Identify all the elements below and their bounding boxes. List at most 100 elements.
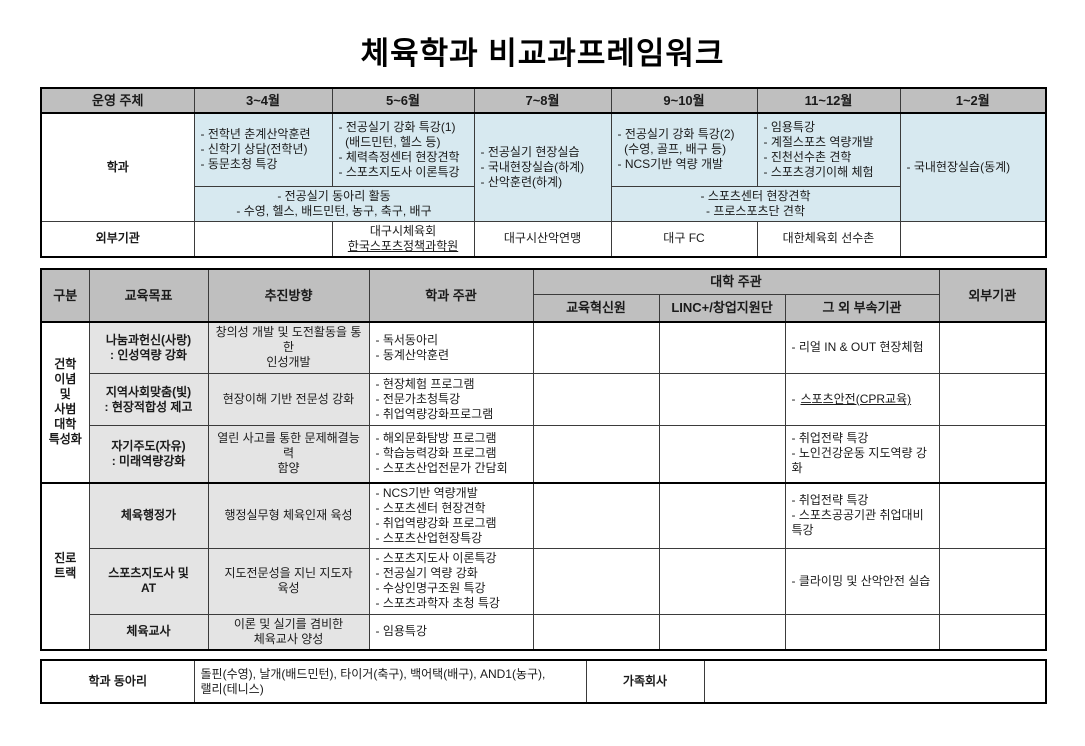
- dept-activities-jan-feb: - 국내현장실습(동계): [899, 112, 1047, 222]
- page-title: 체육학과 비교과프레임워크: [360, 36, 725, 71]
- dept-activities-nov-dec: - 임용특강 - 계절스포츠 역량개발 - 진천선수촌 견학 - 스포츠경기이해…: [756, 112, 901, 187]
- direction-cell-4: 행정실무형 체육인재 육성: [207, 481, 370, 549]
- schedule-table: 운영 주체 3~4월 5~6월 7~8월 9~10월 11~12월 1~2월 학…: [40, 87, 1047, 258]
- innovation-cell-5: [532, 547, 660, 615]
- framework-row-1: 건학 이념 및 사범 대학 특성화 나눔과헌신(사랑) : 인성역량 강화 창의…: [40, 321, 1047, 483]
- direction-cell-3: 열린 사고를 통한 문제해결능력 함양: [207, 425, 370, 483]
- linc-cell-6: [658, 613, 786, 651]
- header-linc: LINC+/창업지원단: [658, 294, 786, 323]
- family-company-label: 가족회사: [585, 659, 705, 704]
- innovation-cell-2: [532, 373, 660, 426]
- innovation-cell-3: [532, 425, 660, 483]
- dept-subrow: - 전공실기 동아리 활동 - 수영, 헬스, 배드민턴, 농구, 축구, 배구…: [41, 185, 1046, 222]
- group-label-career: 진로 트랙: [40, 481, 90, 651]
- clubs-table: 학과 동아리 돌핀(수영), 날개(배드민턴), 타이거(축구), 백어택(배구…: [40, 659, 1047, 704]
- bullet-dash: -: [791, 392, 796, 406]
- external-cell-5: [938, 547, 1047, 615]
- affiliate-programs-cell-3: - 취업전략 특강 - 노인건강운동 지도역량 강화: [784, 425, 940, 483]
- dept-programs-cell-6: - 임용특강: [368, 613, 534, 651]
- framework-row-3: 자기주도(자유) : 미래역량강화 열린 사고를 통한 문제해결능력 함양 - …: [41, 425, 1047, 483]
- dept-activities-jul-aug: - 전공실기 현장실습 - 국내현장실습(하계) - 산악훈련(하계): [473, 112, 612, 222]
- clubs-list: 돌핀(수영), 날개(배드민턴), 타이거(축구), 백어택(배구), AND1…: [193, 659, 587, 704]
- external-cell-6: [938, 613, 1047, 651]
- framework-row-4: 진로 트랙 체육행정가 행정실무형 체육인재 육성 - NCS기반 역량개발 -…: [40, 481, 1047, 651]
- affiliate-programs-cell-2: - 스포츠안전(CPR교육): [784, 373, 940, 426]
- month-header-jul-aug: 7~8월: [473, 87, 612, 114]
- framework-table: 구분 교육목표 추진방향 학과 주관 대학 주관 외부기관 교육혁신원 LINC…: [40, 267, 1047, 651]
- header-dept: 학과 주관: [368, 268, 534, 323]
- external-org-mar-apr: [193, 220, 333, 257]
- dept-club-activities: - 전공실기 동아리 활동 - 수영, 헬스, 배드민턴, 농구, 축구, 배구: [193, 185, 475, 222]
- dept-activities-mar-apr: - 전학년 춘계산악훈련 - 신학기 상담(전학년) - 동문초청 특강: [193, 112, 333, 187]
- external-org-label: 외부기관: [40, 220, 195, 257]
- linc-cell-3: [658, 425, 786, 483]
- underlined-program-line: - 스포츠안전(CPR교육): [792, 392, 933, 407]
- dept-label: 학과: [40, 112, 195, 222]
- direction-cell-1: 창의성 개발 및 도전활동을 통한 인성개발: [207, 321, 370, 374]
- goal-cell-2: 지역사회맞춤(빛) : 현장적합성 제고: [88, 373, 209, 426]
- framework-header-row1: 구분 교육목표 추진방향 학과 주관 대학 주관 외부기관: [40, 268, 1047, 323]
- goal-cell-1: 나눔과헌신(사랑) : 인성역량 강화: [88, 321, 209, 374]
- group-label-founding: 건학 이념 및 사범 대학 특성화: [40, 321, 90, 483]
- header-innovation: 교육혁신원: [532, 294, 660, 323]
- linc-cell-4: [658, 481, 786, 549]
- external-cell-2: [938, 373, 1047, 426]
- header-gubun: 구분: [40, 268, 90, 323]
- direction-cell-5: 지도전문성을 지닌 지도자 육성: [207, 547, 370, 615]
- framework-header-row2: 교육혁신원 LINC+/창업지원단 그 외 부속기관: [41, 294, 1046, 323]
- month-header-sep-oct: 9~10월: [610, 87, 758, 114]
- dept-activities-may-jun: - 전공실기 강화 특강(1) (배드민턴, 헬스 등) - 체력측정센터 현장…: [331, 112, 475, 187]
- affiliate-programs-cell-5: - 클라이밍 및 산악안전 실습: [784, 547, 940, 615]
- external-org-sep-oct: 대구 FC: [610, 220, 758, 257]
- external-org-line2: 한국스포츠정책과학원: [347, 238, 459, 253]
- month-header-jan-feb: 1~2월: [899, 87, 1047, 114]
- family-company-value: [703, 659, 1047, 704]
- linc-cell-2: [658, 373, 786, 426]
- header-affiliates: 그 외 부속기관: [784, 294, 940, 323]
- dept-programs-cell-5: - 스포츠지도사 이론특강 - 전공실기 역량 강화 - 수상인명구조원 특강 …: [368, 547, 534, 615]
- header-external: 외부기관: [938, 268, 1047, 323]
- month-header-nov-dec: 11~12월: [756, 87, 901, 114]
- linc-cell-5: [658, 547, 786, 615]
- dept-programs-cell-1: - 독서동아리 - 동계산악훈련: [368, 321, 534, 374]
- month-header-mar-apr: 3~4월: [193, 87, 333, 114]
- linc-cell-1: [658, 321, 786, 374]
- affiliate-programs-cell-4: - 취업전략 특강 - 스포츠공공기관 취업대비 특강: [784, 481, 940, 549]
- external-cell-4: [938, 481, 1047, 549]
- innovation-cell-6: [532, 613, 660, 651]
- framework-row-2: 지역사회맞춤(빛) : 현장적합성 제고 현장이해 기반 전문성 강화 - 현장…: [41, 373, 1047, 426]
- operator-header-cell: 운영 주체: [40, 87, 195, 114]
- header-univ: 대학 주관: [532, 268, 940, 295]
- external-org-line1: 대구시체육회: [369, 223, 437, 238]
- dept-activities-sep-oct: - 전공실기 강화 특강(2) (수영, 골프, 배구 등) - NCS기반 역…: [610, 112, 758, 187]
- innovation-cell-1: [532, 321, 660, 374]
- external-cell-1: [938, 321, 1047, 374]
- framework-row-5: 스포츠지도사 및 AT 지도전문성을 지닌 지도자 육성 - 스포츠지도사 이론…: [41, 547, 1047, 615]
- goal-cell-5: 스포츠지도사 및 AT: [88, 547, 209, 615]
- header-direction: 추진방향: [207, 268, 370, 323]
- dept-programs-cell-3: - 해외문화탐방 프로그램 - 학습능력강화 프로그램 - 스포츠산업전문가 간…: [368, 425, 534, 483]
- underlined-program-text: 스포츠안전(CPR교육): [800, 392, 912, 406]
- affiliate-programs-cell-6: [784, 613, 940, 651]
- innovation-cell-4: [532, 481, 660, 549]
- dept-fall-visits: - 스포츠센터 현장견학 - 프로스포츠단 견학: [610, 185, 901, 222]
- direction-cell-6: 이론 및 실기를 겸비한 체육교사 양성: [207, 613, 370, 651]
- external-cell-3: [938, 425, 1047, 483]
- direction-cell-2: 현장이해 기반 전문성 강화: [207, 373, 370, 426]
- schedule-header-row: 운영 주체 3~4월 5~6월 7~8월 9~10월 11~12월 1~2월: [40, 87, 1047, 114]
- framework-row-6: 체육교사 이론 및 실기를 겸비한 체육교사 양성 - 임용특강: [41, 613, 1047, 651]
- dept-row: 학과 - 전학년 춘계산악훈련 - 신학기 상담(전학년) - 동문초청 특강 …: [40, 112, 1047, 222]
- goal-cell-6: 체육교사: [88, 613, 209, 651]
- affiliate-programs-cell-1: - 리얼 IN & OUT 현장체험: [784, 321, 940, 374]
- header-goal: 교육목표: [88, 268, 209, 323]
- goal-cell-4: 체육행정가: [88, 481, 209, 549]
- month-header-may-jun: 5~6월: [331, 87, 475, 114]
- goal-cell-3: 자기주도(자유) : 미래역량강화: [88, 425, 209, 483]
- dept-programs-cell-2: - 현장체험 프로그램 - 전문가초청특강 - 취업역량강화프로그램: [368, 373, 534, 426]
- clubs-label: 학과 동아리: [40, 659, 195, 704]
- external-org-row: 외부기관 대구시체육회 한국스포츠정책과학원 대구시산악연맹 대구 FC 대한체…: [40, 220, 1047, 257]
- clubs-row: 학과 동아리 돌핀(수영), 날개(배드민턴), 타이거(축구), 백어택(배구…: [40, 659, 1047, 704]
- external-org-jan-feb: [899, 220, 1047, 257]
- external-org-nov-dec: 대한체육회 선수촌: [756, 220, 901, 257]
